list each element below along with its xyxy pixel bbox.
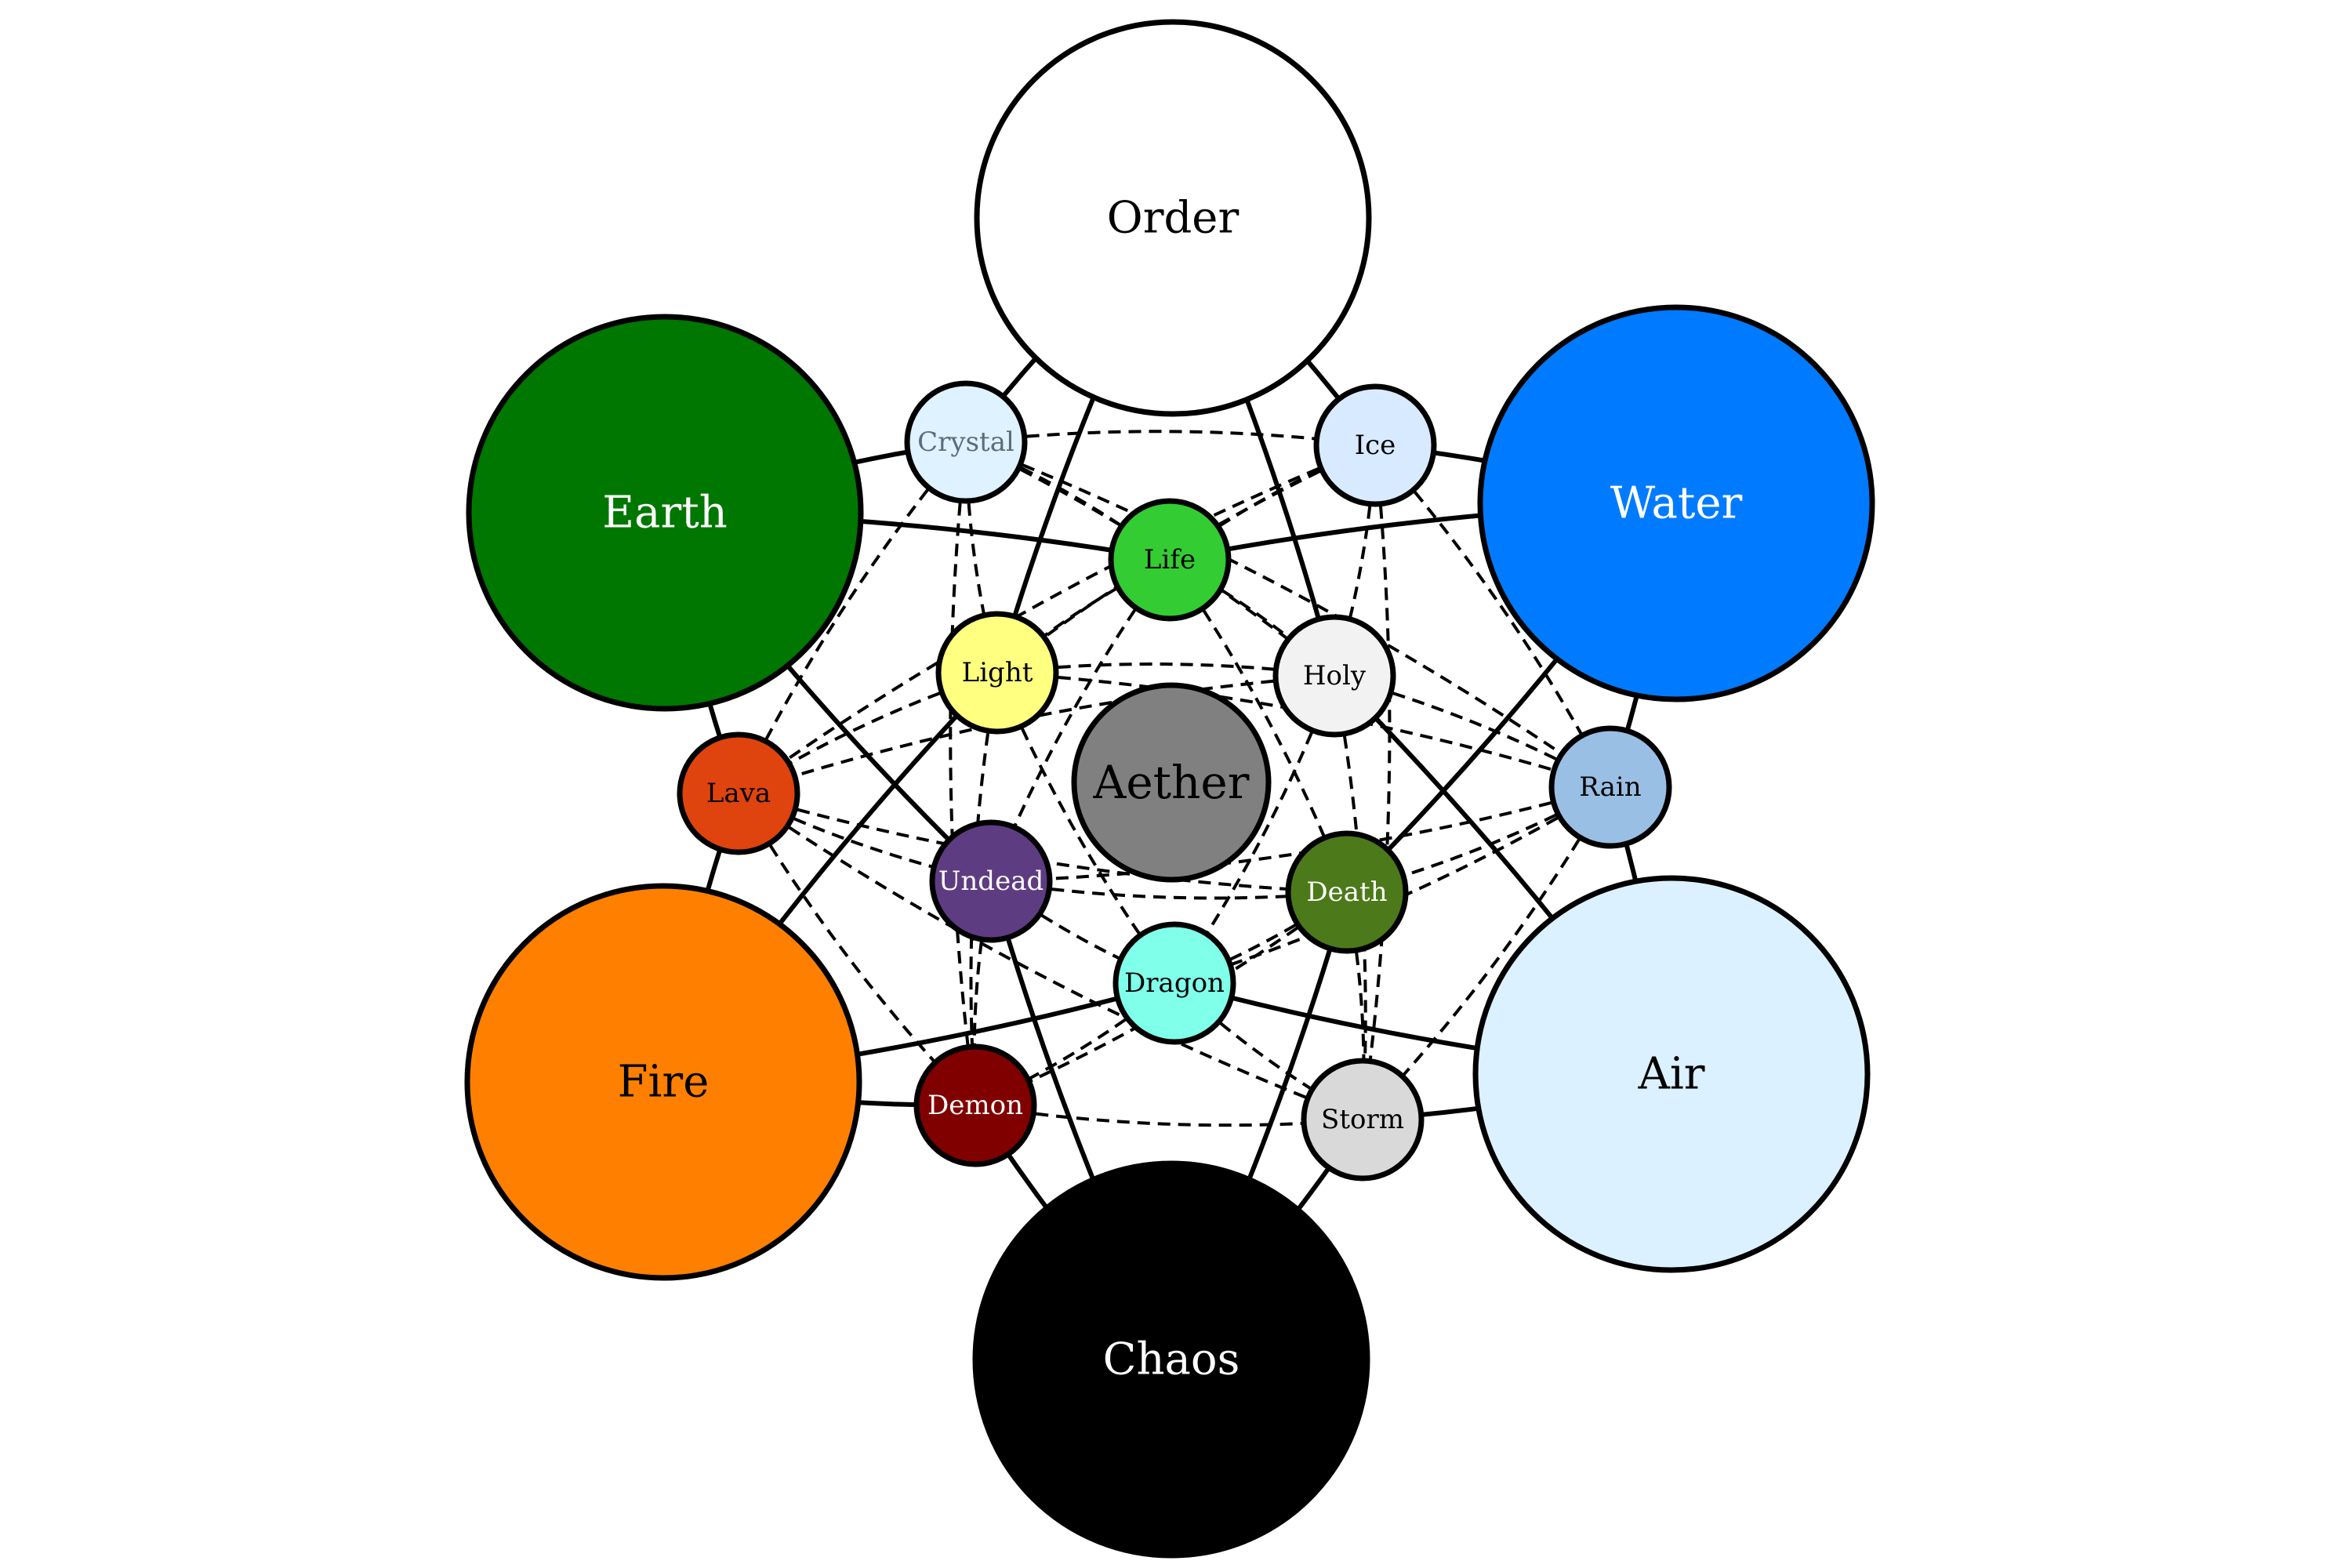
node-demon: Demon: [913, 1044, 1037, 1167]
node-earth-circle: [466, 314, 864, 712]
node-order-label: Order: [1107, 193, 1240, 244]
node-order: Order: [974, 19, 1372, 417]
node-order-circle: [974, 19, 1372, 417]
node-light: Light: [935, 611, 1059, 735]
node-storm-circle: [1301, 1058, 1425, 1181]
node-ice-circle: [1313, 383, 1437, 507]
node-life: Life: [1108, 498, 1232, 622]
node-holy: Holy: [1272, 614, 1396, 738]
edge-holy-storm: [1333, 675, 1367, 1120]
node-undead-circle: [929, 819, 1053, 943]
node-storm-label: Storm: [1321, 1104, 1404, 1135]
node-demon-label: Demon: [927, 1090, 1023, 1121]
node-dragon-label: Dragon: [1124, 967, 1225, 999]
node-life-label: Life: [1144, 544, 1196, 575]
node-fire-label: Fire: [618, 1057, 710, 1108]
node-storm: Storm: [1301, 1058, 1425, 1181]
node-death-circle: [1285, 830, 1409, 954]
node-crystal-label: Crystal: [917, 426, 1014, 458]
node-undead: Undead: [929, 819, 1053, 943]
node-lava: Lava: [677, 731, 800, 855]
edge-ice-storm: [1361, 445, 1392, 1120]
nodes-layer: Order Earth Water Fire Air Chaos Aether Crystal…: [464, 19, 1875, 1559]
node-lava-circle: [677, 731, 800, 855]
edge-crystal-rain: [965, 441, 1612, 789]
node-lava-label: Lava: [706, 778, 771, 809]
node-death-label: Death: [1306, 877, 1387, 908]
edge-holy-rain: [1334, 674, 1611, 789]
node-ice-label: Ice: [1355, 430, 1396, 461]
edge-rain-dragon: [1174, 786, 1612, 985]
node-life-circle: [1108, 498, 1232, 622]
edge-holy-lava: [738, 674, 1335, 795]
node-aether-circle: [1071, 682, 1272, 883]
node-death: Death: [1285, 830, 1409, 954]
edge-crystal-lava: [737, 441, 967, 794]
edge-lava-storm: [737, 792, 1363, 1121]
node-water: Water: [1477, 304, 1875, 702]
node-light-label: Light: [962, 657, 1033, 688]
node-water-circle: [1477, 304, 1875, 702]
node-dragon: Dragon: [1112, 921, 1236, 1045]
node-demon-circle: [913, 1044, 1037, 1167]
node-air: Air: [1472, 875, 1871, 1273]
node-earth: Earth: [466, 314, 864, 712]
edge-crystal-demon: [949, 441, 977, 1106]
node-aether: Aether: [1071, 682, 1272, 883]
node-undead-label: Undead: [938, 866, 1044, 897]
node-holy-label: Holy: [1303, 660, 1367, 691]
node-chaos-circle: [972, 1160, 1370, 1559]
node-earth-label: Earth: [602, 488, 728, 539]
node-water-label: Water: [1610, 478, 1743, 529]
node-rain-circle: [1548, 725, 1672, 849]
node-chaos-label: Chaos: [1103, 1334, 1240, 1385]
node-rain-label: Rain: [1579, 771, 1641, 803]
node-ice: Ice: [1313, 383, 1437, 507]
node-air-label: Air: [1637, 1049, 1704, 1100]
node-light-circle: [935, 611, 1059, 735]
node-air-circle: [1472, 875, 1871, 1273]
node-crystal: Crystal: [904, 380, 1028, 504]
node-aether-label: Aether: [1093, 756, 1250, 809]
node-dragon-circle: [1112, 921, 1236, 1045]
node-holy-circle: [1272, 614, 1396, 738]
node-crystal-circle: [904, 380, 1028, 504]
node-rain: Rain: [1548, 725, 1672, 849]
node-fire: Fire: [464, 883, 862, 1281]
edge-ice-light: [996, 444, 1376, 674]
node-chaos: Chaos: [972, 1160, 1370, 1559]
node-fire-circle: [464, 883, 862, 1281]
